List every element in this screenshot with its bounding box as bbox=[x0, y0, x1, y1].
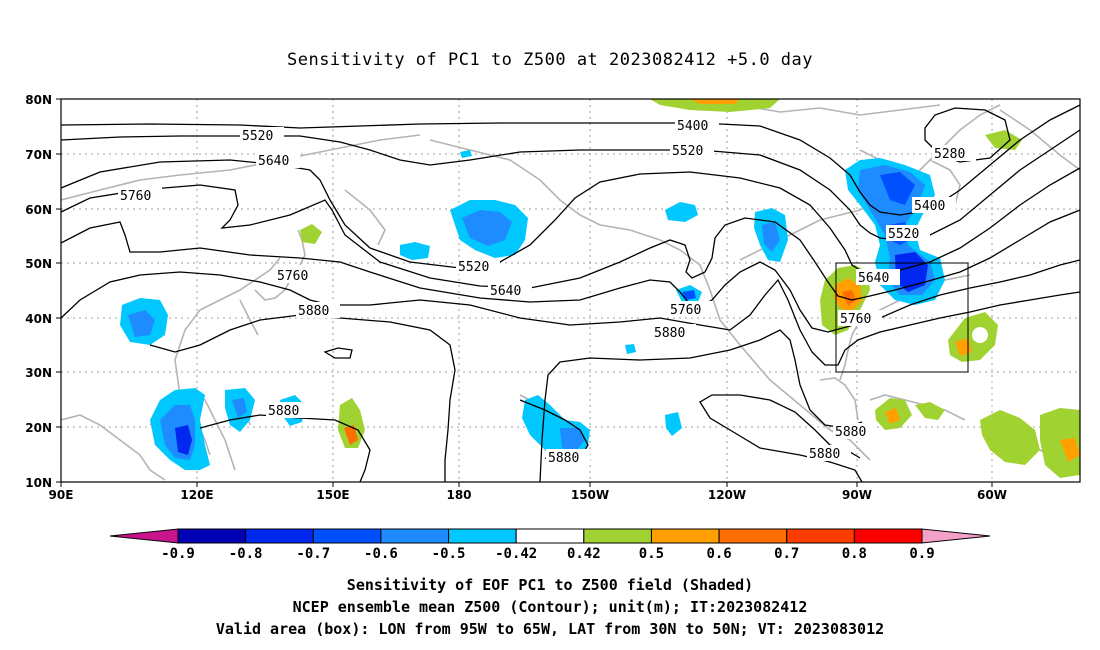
lat-label: 10N bbox=[25, 476, 52, 490]
lon-label: 60W bbox=[977, 488, 1007, 502]
contour-label: 5520 bbox=[888, 227, 919, 242]
colorbar-high-arrow bbox=[921, 528, 991, 544]
chart-title: Sensitivity of PC1 to Z500 at 2023082412… bbox=[286, 50, 813, 70]
contour-label: 5880 bbox=[548, 451, 579, 466]
caption-line-contour: NCEP ensemble mean Z500 (Contour); unit(… bbox=[292, 598, 808, 616]
colorbar-segment bbox=[718, 528, 788, 544]
lon-label: 180 bbox=[446, 488, 471, 502]
colorbar-segment bbox=[380, 528, 450, 544]
contour-labels: 5520 5640 5760 5400 5520 5280 5400 5520 … bbox=[118, 117, 976, 466]
contour-label: 5400 bbox=[914, 199, 945, 214]
caption-line-shaded: Sensitivity of EOF PC1 to Z500 field (Sh… bbox=[346, 576, 754, 594]
lon-label: 90E bbox=[49, 488, 74, 502]
plot-frame bbox=[60, 98, 1081, 483]
colorbar-segment bbox=[177, 528, 247, 544]
lat-label: 20N bbox=[25, 421, 52, 435]
lat-label: 50N bbox=[25, 257, 52, 271]
contour-label: 5520 bbox=[458, 260, 489, 275]
valid-area-box bbox=[835, 262, 969, 373]
lat-label: 30N bbox=[25, 366, 52, 380]
lon-label: 150W bbox=[571, 488, 609, 502]
colorbar-label: 0.9 bbox=[909, 546, 934, 562]
colorbar-segment bbox=[786, 528, 855, 544]
contour-label: 5640 bbox=[858, 271, 889, 286]
lat-label: 80N bbox=[25, 93, 52, 107]
contour-label: 5640 bbox=[258, 154, 289, 169]
colorbar-label: 0.8 bbox=[842, 546, 867, 562]
lon-label: 150E bbox=[316, 488, 349, 502]
colorbar-segment bbox=[312, 528, 382, 544]
contour-label: 5640 bbox=[490, 284, 521, 299]
tick-marks bbox=[56, 98, 993, 487]
colorbar: -0.9 -0.8 -0.7 -0.6 -0.5 -0.42 0.42 0.5 0.6 0.7 0.… bbox=[109, 528, 991, 562]
lon-labels: 90E 120E 150E 180 150W 120W 90W 60W bbox=[49, 488, 1007, 502]
contour-label: 5880 bbox=[268, 404, 299, 419]
contour-label: 5520 bbox=[672, 144, 703, 159]
contour-label: 5880 bbox=[298, 304, 329, 319]
lat-label: 70N bbox=[25, 148, 52, 162]
colorbar-label: -0.6 bbox=[364, 546, 398, 562]
contour-label: 5760 bbox=[120, 189, 151, 204]
caption-block: Sensitivity of EOF PC1 to Z500 field (Sh… bbox=[0, 574, 1100, 640]
colorbar-segment bbox=[448, 528, 517, 544]
colorbar-label: 0.42 bbox=[567, 546, 601, 562]
contour-label: 5280 bbox=[934, 147, 965, 162]
lon-label: 120E bbox=[180, 488, 213, 502]
colorbar-low-arrow bbox=[109, 528, 179, 544]
contour-label: 5400 bbox=[677, 119, 708, 134]
caption-line-valid-area: Valid area (box): LON from 95W to 65W, L… bbox=[215, 620, 885, 638]
colorbar-segment bbox=[245, 528, 314, 544]
colorbar-segment bbox=[853, 528, 923, 544]
colorbar-label: 0.5 bbox=[639, 546, 664, 562]
sensitivity-map: 5520 5640 5760 5400 5520 5280 5400 5520 … bbox=[25, 93, 1081, 562]
lon-label: 120W bbox=[708, 488, 746, 502]
colorbar-label: -0.42 bbox=[495, 546, 537, 562]
colorbar-label: -0.9 bbox=[161, 546, 195, 562]
colorbar-segment bbox=[583, 528, 652, 544]
colorbar-segment bbox=[515, 528, 585, 544]
contour-label: 5760 bbox=[670, 303, 701, 318]
lat-labels: 80N 70N 60N 50N 40N 30N 20N 10N bbox=[25, 93, 52, 490]
contour-label: 5760 bbox=[277, 269, 308, 284]
lon-label: 90W bbox=[842, 488, 872, 502]
colorbar-label: -0.7 bbox=[296, 546, 330, 562]
colorbar-segment bbox=[650, 528, 720, 544]
contour-label: 5760 bbox=[840, 312, 871, 327]
lat-label: 60N bbox=[25, 203, 52, 217]
colorbar-label: -0.8 bbox=[229, 546, 263, 562]
contour-label: 5880 bbox=[835, 425, 866, 440]
contour-label: 5520 bbox=[242, 129, 273, 144]
lat-label: 40N bbox=[25, 312, 52, 326]
colorbar-label: -0.5 bbox=[432, 546, 466, 562]
contour-label: 5880 bbox=[809, 447, 840, 462]
contour-label: 5880 bbox=[654, 326, 685, 341]
colorbar-label: 0.6 bbox=[706, 546, 731, 562]
colorbar-label: 0.7 bbox=[774, 546, 799, 562]
